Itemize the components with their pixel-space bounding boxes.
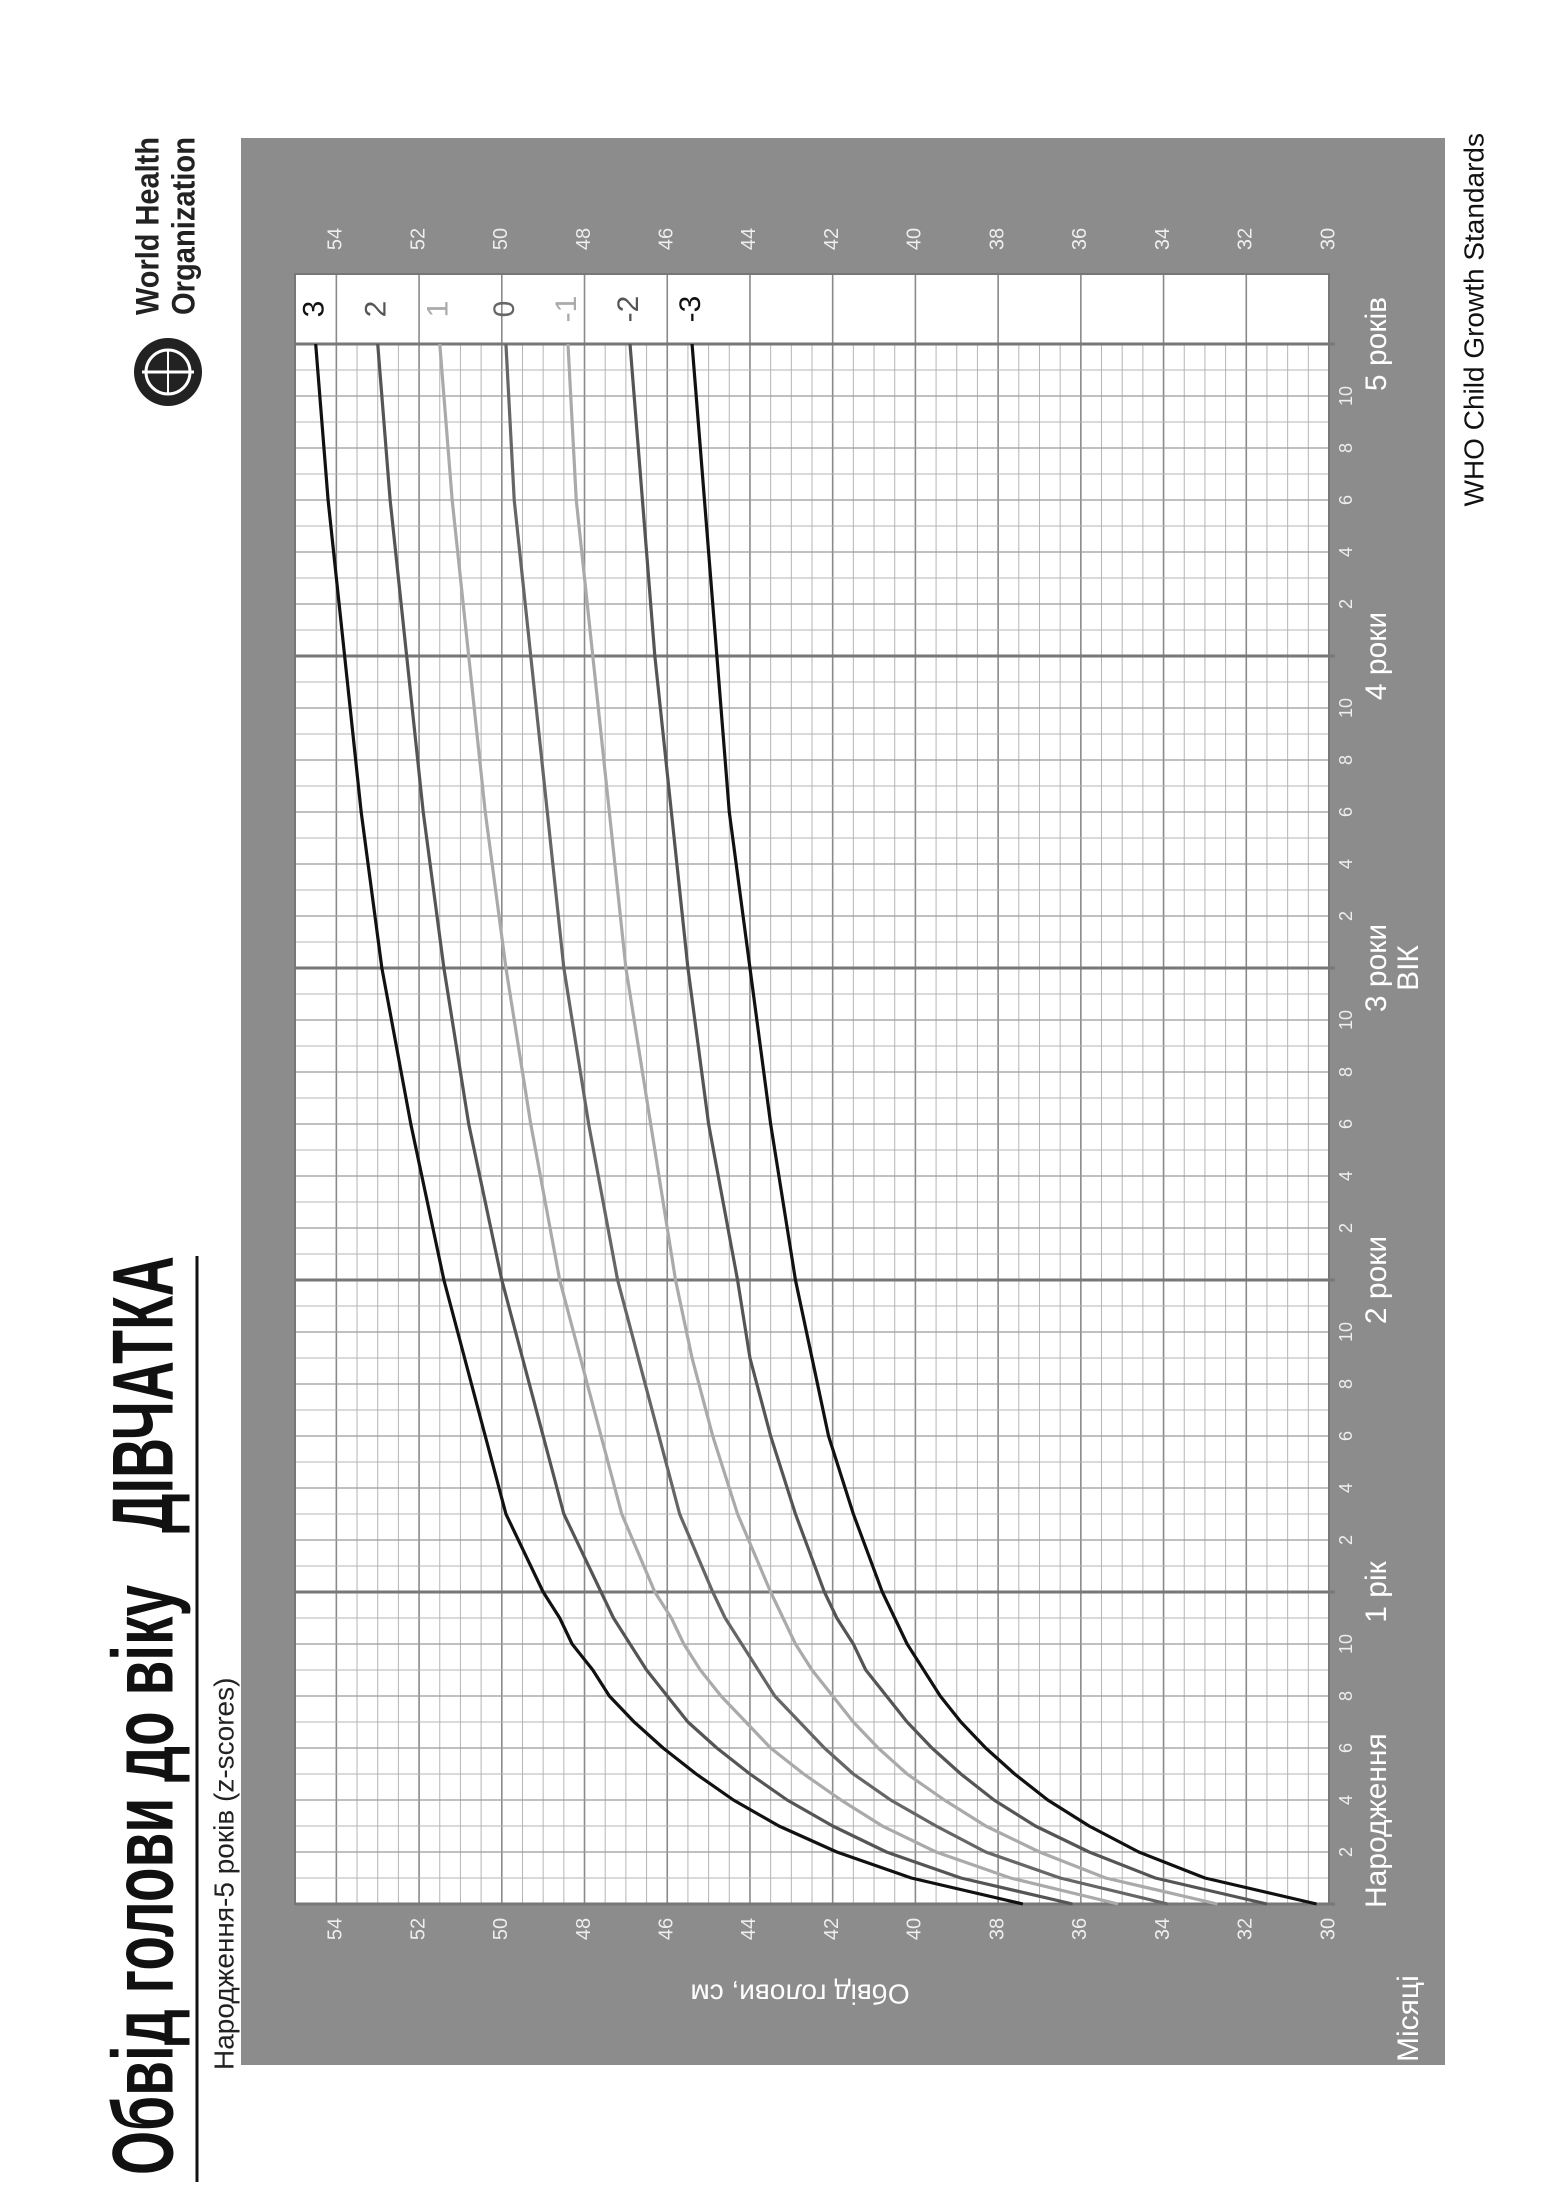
x-tick-label: 6: [1336, 1431, 1356, 1441]
x-tick-label: 2: [1336, 1223, 1356, 1233]
x-tick-label: 8: [1336, 755, 1356, 765]
x-axis-label: ВІК: [1392, 945, 1425, 991]
z-score-line: [438, 343, 1119, 1906]
y-tick-label: 48: [573, 228, 595, 250]
y-tick-label: 36: [1069, 228, 1091, 250]
y-tick-label: 46: [656, 1918, 678, 1940]
y-tick-label: 50: [490, 228, 512, 250]
x-major-tick-label: 4 роки: [1360, 612, 1393, 700]
y-tick-label: 38: [986, 1918, 1008, 1940]
y-tick-label: 42: [821, 228, 843, 250]
legend-label: -2: [612, 296, 645, 323]
y-tick-label: 36: [1069, 1918, 1091, 1940]
y-tick-label: 30: [1317, 228, 1339, 250]
x-tick-label: 2: [1336, 1535, 1356, 1545]
x-tick-label: 2: [1336, 599, 1356, 609]
x-tick-label: 6: [1336, 807, 1356, 817]
y-tick-label: 32: [1235, 228, 1257, 250]
z-score-line: [690, 343, 1317, 1906]
y-tick-label: 42: [821, 1918, 843, 1940]
x-tick-label: 6: [1336, 1743, 1356, 1753]
x-row-label: Місяці: [1392, 1975, 1425, 2062]
plot-border: [294, 273, 1330, 1905]
x-tick-label: 8: [1336, 1379, 1356, 1389]
y-axis-label: Обвід голови, см: [690, 1979, 909, 2010]
legend-label: 3: [298, 301, 331, 318]
z-score-line: [566, 343, 1218, 1906]
y-tick-label: 34: [1152, 228, 1174, 250]
x-major-tick-label: 3 роки: [1360, 924, 1393, 1012]
y-tick-label: 44: [738, 1918, 760, 1940]
legend-label: -1: [550, 296, 583, 323]
x-tick-label: 10: [1336, 1010, 1356, 1030]
x-major-tick-label: 1 рік: [1360, 1560, 1393, 1622]
who-logo: [134, 338, 202, 406]
legend-label: 2: [360, 301, 393, 318]
x-tick-label: 10: [1336, 698, 1356, 718]
y-tick-label: 52: [407, 1918, 429, 1940]
y-tick-label: 48: [573, 1918, 595, 1940]
y-tick-label: 52: [407, 228, 429, 250]
footer: WHO Child Growth Standards: [1458, 133, 1489, 506]
logo-text: Organization: [165, 137, 201, 315]
y-tick-label: 54: [325, 228, 347, 250]
z-score-line: [376, 343, 1073, 1906]
y-tick-label: 38: [986, 228, 1008, 250]
x-tick-label: 6: [1336, 495, 1356, 505]
x-tick-label: 6: [1336, 1119, 1356, 1129]
x-tick-label: 10: [1336, 1322, 1356, 1342]
y-tick-label: 46: [656, 228, 678, 250]
x-tick-label: 10: [1336, 386, 1356, 406]
x-tick-label: 4: [1336, 1795, 1356, 1805]
y-tick-label: 50: [490, 1918, 512, 1940]
x-tick-label: 4: [1336, 1483, 1356, 1493]
z-score-line: [314, 343, 1024, 1906]
z-score-line: [628, 343, 1268, 1906]
legend-label: 0: [488, 301, 521, 318]
y-tick-label: 44: [738, 228, 760, 250]
x-tick-label: 8: [1336, 443, 1356, 453]
x-tick-label: 8: [1336, 1691, 1356, 1701]
subtitle: Народження-5 років (z-scores): [208, 1678, 239, 2070]
rotated-page: Обвід голови до віку ДІВЧАТКА Народження…: [96, 133, 1489, 2182]
x-major-tick-label: Народження: [1360, 1733, 1393, 1908]
x-major-tick-label: 2 роки: [1360, 1236, 1393, 1324]
x-major-tick-label: 5 років: [1360, 297, 1393, 391]
y-tick-label: 32: [1235, 1918, 1257, 1940]
y-tick-label: 34: [1152, 1918, 1174, 1940]
x-tick-label: 10: [1336, 1634, 1356, 1654]
x-tick-label: 4: [1336, 547, 1356, 557]
chart-title-sex: ДІВЧАТКА: [96, 1256, 192, 1533]
y-tick-label: 40: [904, 228, 926, 250]
y-tick-label: 40: [904, 1918, 926, 1940]
chart-title: Обвід голови до віку: [96, 1585, 192, 2175]
x-tick-label: 4: [1336, 1171, 1356, 1181]
x-tick-label: 4: [1336, 859, 1356, 869]
x-tick-label: 2: [1336, 911, 1356, 921]
y-tick-label: 54: [325, 1918, 347, 1940]
legend-label: 1: [422, 301, 455, 318]
y-tick-label: 30: [1317, 1918, 1339, 1940]
z-score-line: [504, 343, 1169, 1906]
x-tick-label: 8: [1336, 1067, 1356, 1077]
x-tick-label: 2: [1336, 1847, 1356, 1857]
legend-label: -3: [674, 296, 707, 323]
logo-text: World Health: [129, 137, 165, 315]
